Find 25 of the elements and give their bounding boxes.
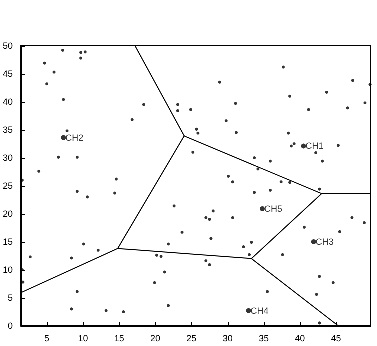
y-tick-label: 20: [2, 209, 14, 219]
x-tick-label: 30: [222, 334, 233, 344]
y-tick-label: 40: [2, 97, 14, 107]
x-tick-label: 25: [186, 334, 197, 344]
x-tick-label: 20: [150, 334, 161, 344]
annotation: CH5: [264, 204, 283, 214]
x-tick-label: 40: [295, 334, 306, 344]
y-tick-label: 15: [2, 237, 14, 247]
y-tick-label: 25: [2, 181, 14, 191]
y-tick-label: 10: [2, 265, 14, 275]
annotation: CH1: [306, 141, 324, 152]
x-tick-label: 10: [78, 334, 88, 344]
annotation: CH4: [250, 306, 269, 316]
y-tick-label: 50: [2, 41, 14, 51]
y-tick-label: 0: [8, 321, 14, 331]
y-tick-label: 35: [2, 125, 14, 135]
x-tick-label: 15: [114, 334, 124, 344]
x-tick-label: 45: [331, 334, 342, 344]
annotation: CH2: [66, 132, 84, 143]
y-tick-label: 45: [2, 69, 14, 79]
annotation: CH3: [316, 237, 334, 247]
y-tick-label: 5: [8, 293, 14, 303]
x-tick-label: 5: [44, 334, 50, 344]
y-tick-label: 30: [2, 153, 14, 163]
x-tick-label: 35: [258, 334, 269, 344]
